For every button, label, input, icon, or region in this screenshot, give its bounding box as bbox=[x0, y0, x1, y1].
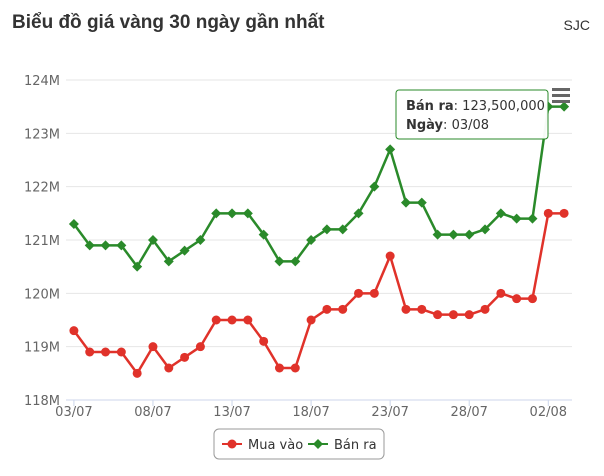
data-point bbox=[543, 208, 553, 218]
data-point bbox=[496, 288, 506, 298]
data-point bbox=[480, 224, 491, 235]
data-point bbox=[227, 208, 238, 219]
data-point bbox=[369, 181, 380, 192]
data-point bbox=[259, 336, 269, 346]
tooltip-value-1: 123,500,000 bbox=[462, 99, 545, 114]
data-point bbox=[164, 363, 174, 373]
data-point bbox=[274, 256, 285, 267]
series-layer bbox=[68, 101, 570, 378]
data-point bbox=[527, 213, 538, 224]
data-point bbox=[211, 315, 221, 325]
data-point bbox=[369, 288, 379, 298]
x-tick-label: 18/07 bbox=[292, 405, 329, 420]
data-point bbox=[527, 294, 537, 304]
data-point bbox=[433, 310, 443, 320]
data-point bbox=[68, 219, 79, 229]
data-point bbox=[385, 251, 395, 261]
data-point bbox=[116, 347, 126, 357]
hamburger-icon bbox=[552, 88, 570, 103]
x-tick-label: 28/07 bbox=[450, 405, 487, 420]
data-point bbox=[132, 368, 142, 378]
x-tick-label: 13/07 bbox=[213, 405, 250, 420]
y-tick-label: 119M bbox=[24, 341, 60, 356]
data-point bbox=[353, 208, 364, 219]
data-point bbox=[180, 352, 190, 362]
data-point bbox=[306, 315, 316, 325]
y-tick-label: 118M bbox=[24, 394, 60, 409]
data-point bbox=[243, 315, 253, 325]
tooltip-label-1: Bán ra bbox=[406, 99, 454, 114]
legend-item-mua-vao[interactable]: Mua vào bbox=[222, 438, 303, 453]
data-point bbox=[417, 304, 427, 314]
data-point bbox=[416, 197, 427, 208]
data-point bbox=[116, 240, 127, 251]
data-point bbox=[85, 347, 95, 357]
data-point bbox=[69, 326, 79, 336]
data-point bbox=[480, 304, 490, 314]
series-ban-ra bbox=[68, 101, 570, 272]
y-tick-label: 123M bbox=[24, 127, 60, 142]
series-mua-vao bbox=[69, 208, 569, 378]
data-point bbox=[148, 342, 158, 352]
tooltip-value-2: 03/08 bbox=[452, 118, 489, 133]
data-point bbox=[163, 256, 174, 267]
data-point bbox=[401, 304, 411, 314]
data-point bbox=[432, 229, 443, 240]
data-point bbox=[84, 240, 95, 251]
data-point bbox=[385, 144, 396, 155]
y-tick-label: 122M bbox=[24, 181, 60, 196]
x-tick-label: 03/07 bbox=[55, 405, 92, 420]
data-point bbox=[274, 363, 284, 373]
y-axis-ticks: 118M 119M 120M 121M 122M 123M 124M bbox=[24, 74, 60, 409]
data-point bbox=[321, 224, 332, 235]
data-point bbox=[211, 208, 222, 219]
data-point bbox=[559, 101, 570, 112]
data-point bbox=[448, 229, 459, 240]
data-point bbox=[306, 235, 317, 245]
data-point bbox=[322, 304, 332, 314]
x-tick-label: 02/08 bbox=[530, 405, 567, 420]
data-point bbox=[337, 224, 348, 235]
menu-button[interactable] bbox=[548, 84, 572, 106]
data-point bbox=[448, 310, 458, 320]
data-point bbox=[464, 229, 475, 240]
x-tick-label: 23/07 bbox=[371, 405, 408, 420]
data-point bbox=[559, 208, 569, 218]
legend-item-ban-ra[interactable]: Bán ra bbox=[308, 438, 377, 453]
data-point bbox=[512, 294, 522, 304]
data-point bbox=[495, 208, 506, 219]
legend: Mua vào Bán ra bbox=[213, 428, 385, 460]
data-point bbox=[354, 288, 364, 298]
y-tick-label: 121M bbox=[24, 234, 60, 249]
data-point bbox=[195, 235, 206, 245]
data-point bbox=[147, 235, 158, 245]
tooltip-label-2: Ngày bbox=[406, 118, 444, 133]
data-point bbox=[290, 363, 300, 373]
data-point bbox=[227, 315, 237, 325]
x-tick-label: 08/07 bbox=[134, 405, 171, 420]
svg-text:Ngày: 03/08: Ngày: 03/08 bbox=[406, 118, 489, 133]
legend-label-ban-ra: Bán ra bbox=[334, 438, 377, 453]
brand-label: SJC bbox=[563, 17, 590, 33]
data-point bbox=[242, 208, 253, 219]
data-point bbox=[100, 240, 111, 251]
data-point bbox=[258, 229, 269, 240]
data-point bbox=[511, 213, 522, 224]
data-point bbox=[338, 304, 348, 314]
svg-text:Bán ra: 123,500,000: Bán ra: 123,500,000 bbox=[406, 99, 545, 114]
data-point bbox=[132, 261, 143, 272]
data-point bbox=[195, 342, 205, 352]
data-point bbox=[464, 310, 474, 320]
y-tick-label: 124M bbox=[24, 74, 60, 89]
tooltip: Bán ra: 123,500,000 Ngày: 03/08 bbox=[395, 89, 549, 140]
x-axis: 03/07 08/07 13/07 18/07 23/07 28/07 02/08 bbox=[55, 399, 572, 420]
legend-label-mua-vao: Mua vào bbox=[248, 438, 303, 453]
data-point bbox=[101, 347, 111, 357]
data-point bbox=[290, 256, 301, 267]
data-point bbox=[179, 245, 190, 256]
data-point bbox=[400, 197, 411, 208]
y-tick-label: 120M bbox=[24, 287, 60, 302]
chart-title: Biểu đồ giá vàng 30 ngày gần nhất bbox=[12, 12, 325, 33]
